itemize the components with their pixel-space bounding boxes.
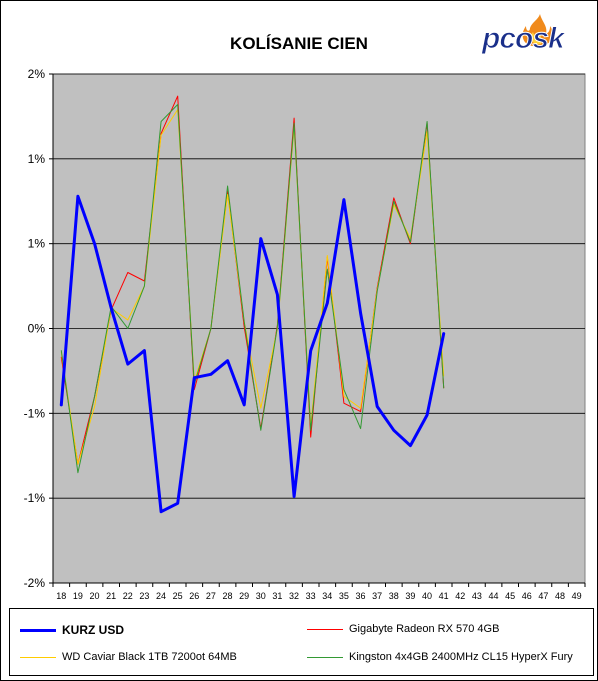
x-tick-label: 41 [439, 591, 449, 601]
x-tick-label: 46 [522, 591, 532, 601]
x-tick-label: 33 [306, 591, 316, 601]
x-tick-label: 47 [538, 591, 548, 601]
x-tick-label: 24 [156, 591, 166, 601]
legend-item-kingston: Kingston 4x4GB 2400MHz CL15 HyperX Fury [307, 651, 573, 663]
series-line-kurz [59, 194, 446, 514]
x-tick-label: 42 [455, 591, 465, 601]
x-tick-label: 23 [139, 591, 149, 601]
legend-swatch [307, 628, 343, 630]
y-tick-label: 2% [28, 67, 46, 81]
y-tick-label: -2% [24, 576, 46, 590]
legend-label: Gigabyte Radeon RX 570 4GB [349, 623, 500, 635]
x-tick-label: 43 [472, 591, 482, 601]
x-tick-label: 25 [173, 591, 183, 601]
x-tick-label: 38 [389, 591, 399, 601]
x-tick-label: 26 [189, 591, 199, 601]
series-line-kingston [60, 104, 445, 474]
x-tick-label: 31 [272, 591, 282, 601]
y-tick-label: 1% [28, 237, 46, 251]
x-tick-label: 37 [372, 591, 382, 601]
y-tick-label: -1% [24, 406, 46, 420]
x-tick-label: 27 [206, 591, 216, 601]
legend-item-gigabyte: Gigabyte Radeon RX 570 4GB [307, 623, 499, 635]
legend-item-kurz: KURZ USD [20, 623, 124, 637]
x-tick-label: 45 [505, 591, 515, 601]
x-tick-label: 32 [289, 591, 299, 601]
x-tick-label: 35 [339, 591, 349, 601]
x-tick-label: 36 [356, 591, 366, 601]
y-tick-label: 0% [28, 322, 46, 336]
chart-legend: KURZ USD Gigabyte Radeon RX 570 4GB WD Cav… [9, 608, 594, 676]
chart-plot: 2% 1% 1% 0% -1% -1% -2% 18 19 20 21 22 23 24 25 26 27 28 2… [24, 67, 586, 601]
x-tick-label: 44 [489, 591, 499, 601]
x-tick-label: 48 [555, 591, 565, 601]
x-tick-label: 20 [90, 591, 100, 601]
y-tick-label: -1% [24, 491, 46, 505]
logo-flame-icon [522, 14, 553, 46]
x-tick-label: 39 [405, 591, 415, 601]
x-tick-label: 29 [239, 591, 249, 601]
x-tick-label: 34 [322, 591, 332, 601]
x-tick-label: 21 [106, 591, 116, 601]
legend-swatch [20, 628, 56, 632]
x-tick-label: 18 [56, 591, 66, 601]
x-tick-label: 49 [572, 591, 582, 601]
legend-item-wd: WD Caviar Black 1TB 7200ot 64MB [20, 651, 237, 663]
pcosk-logo: pcosk [481, 14, 568, 56]
legend-label: Kingston 4x4GB 2400MHz CL15 HyperX Fury [349, 651, 573, 663]
x-tick-label: 28 [223, 591, 233, 601]
y-tick-label: 1% [28, 152, 46, 166]
legend-label: KURZ USD [62, 623, 124, 637]
x-tick-label: 22 [123, 591, 133, 601]
chart-title: KOLÍSANIE CIEN [230, 34, 368, 53]
legend-swatch [20, 656, 56, 658]
x-tick-label: 19 [73, 591, 83, 601]
legend-swatch [307, 656, 343, 658]
logo-wordmark: pcosk [481, 22, 566, 55]
x-tick-label: 30 [256, 591, 266, 601]
x-tick-label: 40 [422, 591, 432, 601]
legend-label: WD Caviar Black 1TB 7200ot 64MB [62, 651, 237, 663]
